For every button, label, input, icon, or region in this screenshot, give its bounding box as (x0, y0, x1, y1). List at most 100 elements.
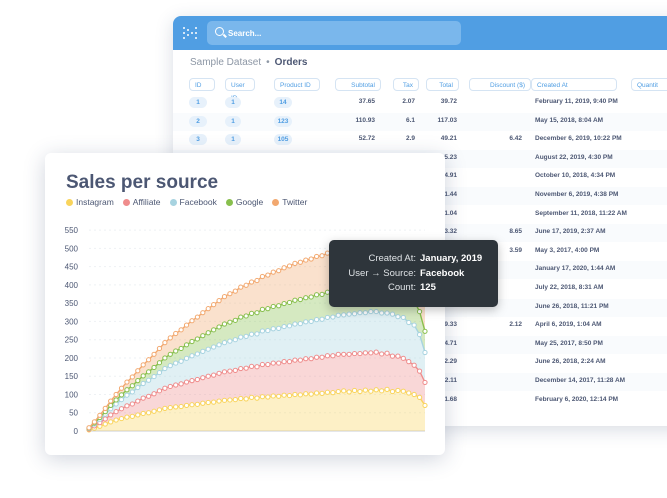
data-point-twitter[interactable] (151, 351, 157, 357)
data-point-affiliate[interactable] (254, 364, 260, 370)
cell-product-id[interactable]: 14 (274, 97, 292, 108)
data-point-facebook[interactable] (357, 310, 363, 316)
data-point-google[interactable] (254, 310, 260, 316)
data-point-facebook[interactable] (281, 323, 287, 330)
legend-item-affiliate[interactable]: Affiliate (122, 197, 161, 207)
data-point-instagram[interactable] (324, 389, 331, 395)
data-point-google[interactable] (292, 297, 298, 303)
data-point-twitter[interactable] (205, 306, 211, 312)
data-point-instagram[interactable] (389, 388, 396, 395)
data-point-google[interactable] (276, 303, 282, 309)
data-point-google[interactable] (146, 369, 152, 375)
data-point-affiliate[interactable] (211, 372, 217, 378)
data-point-twitter[interactable] (162, 340, 168, 346)
cell-user-id[interactable]: 1 (225, 115, 241, 127)
data-point-instagram[interactable] (259, 394, 266, 400)
data-point-affiliate[interactable] (346, 351, 352, 357)
data-point-affiliate[interactable] (135, 398, 141, 404)
data-point-facebook[interactable] (324, 314, 331, 321)
cell-id[interactable]: 2 (189, 115, 207, 127)
data-point-google[interactable] (303, 295, 309, 301)
data-point-facebook[interactable] (151, 373, 157, 380)
table-row[interactable]: 9.33 2.12 April 6, 2019, 1:04 AM (173, 317, 667, 335)
data-point-instagram[interactable] (330, 390, 336, 396)
data-point-google[interactable] (308, 294, 314, 300)
data-point-google[interactable] (319, 291, 325, 298)
data-point-affiliate[interactable] (162, 385, 168, 391)
data-point-instagram[interactable] (314, 390, 320, 396)
data-point-instagram[interactable] (140, 410, 146, 417)
data-point-twitter[interactable] (292, 260, 298, 266)
data-point-instagram[interactable] (173, 404, 179, 410)
data-point-twitter[interactable] (319, 253, 325, 259)
data-point-affiliate[interactable] (243, 365, 249, 371)
data-point-affiliate[interactable] (167, 383, 173, 390)
column-header-1[interactable]: User ID (225, 78, 255, 102)
data-point-google[interactable] (221, 321, 228, 327)
data-point-instagram[interactable] (270, 393, 276, 399)
data-point-affiliate[interactable] (259, 361, 266, 368)
data-point-google[interactable] (156, 360, 163, 366)
data-point-affiliate[interactable] (416, 368, 423, 374)
data-point-facebook[interactable] (200, 348, 206, 354)
data-point-instagram[interactable] (335, 388, 341, 395)
data-point-twitter[interactable] (183, 322, 190, 328)
data-point-twitter[interactable] (243, 282, 249, 288)
data-point-affiliate[interactable] (324, 353, 331, 359)
data-point-google[interactable] (118, 392, 125, 398)
data-point-facebook[interactable] (416, 331, 423, 338)
data-point-twitter[interactable] (276, 268, 282, 274)
legend-item-facebook[interactable]: Facebook (169, 197, 217, 207)
data-point-instagram[interactable] (357, 388, 363, 395)
data-point-twitter[interactable] (113, 391, 119, 398)
data-point-google[interactable] (183, 342, 190, 348)
data-point-twitter[interactable] (86, 425, 92, 431)
data-point-facebook[interactable] (265, 327, 271, 334)
data-point-facebook[interactable] (183, 355, 190, 361)
data-point-twitter[interactable] (200, 310, 206, 316)
data-point-twitter[interactable] (314, 253, 320, 260)
data-point-affiliate[interactable] (319, 354, 325, 360)
data-point-google[interactable] (232, 317, 238, 323)
data-point-instagram[interactable] (243, 396, 249, 402)
data-point-facebook[interactable] (406, 319, 412, 326)
data-point-affiliate[interactable] (351, 350, 358, 357)
data-point-twitter[interactable] (270, 269, 276, 275)
cell-product-id[interactable]: 123 (274, 115, 292, 127)
data-point-affiliate[interactable] (341, 351, 347, 357)
data-point-instagram[interactable] (216, 398, 222, 404)
data-point-facebook[interactable] (368, 308, 374, 315)
data-point-instagram[interactable] (416, 394, 423, 400)
cell-id[interactable]: 3 (189, 134, 207, 146)
data-point-affiliate[interactable] (151, 391, 157, 397)
data-point-twitter[interactable] (146, 357, 152, 363)
data-point-facebook[interactable] (411, 322, 417, 328)
data-point-facebook[interactable] (232, 337, 238, 343)
column-header-6[interactable]: Discount ($) (469, 78, 531, 91)
data-point-instagram[interactable] (406, 390, 412, 396)
data-point-twitter[interactable] (178, 327, 184, 333)
data-point-affiliate[interactable] (146, 393, 152, 399)
data-point-instagram[interactable] (167, 405, 173, 411)
data-point-affiliate[interactable] (118, 406, 125, 412)
data-point-google[interactable] (314, 292, 320, 298)
data-point-affiliate[interactable] (379, 351, 385, 357)
data-point-google[interactable] (151, 364, 157, 371)
data-point-instagram[interactable] (178, 403, 184, 410)
data-point-google[interactable] (162, 355, 168, 361)
data-point-affiliate[interactable] (265, 361, 271, 368)
data-point-instagram[interactable] (162, 405, 168, 411)
data-point-google[interactable] (124, 387, 130, 393)
data-point-affiliate[interactable] (297, 357, 303, 363)
search-input[interactable]: Search... (207, 21, 461, 45)
data-point-google[interactable] (248, 310, 255, 317)
data-point-google[interactable] (167, 351, 173, 357)
data-point-google[interactable] (259, 306, 266, 312)
data-point-google[interactable] (216, 324, 222, 330)
column-header-0[interactable]: ID (189, 78, 215, 91)
data-point-affiliate[interactable] (189, 378, 195, 384)
data-point-twitter[interactable] (238, 284, 244, 290)
data-point-facebook[interactable] (276, 325, 282, 331)
data-point-affiliate[interactable] (373, 349, 379, 355)
data-point-instagram[interactable] (281, 392, 287, 398)
